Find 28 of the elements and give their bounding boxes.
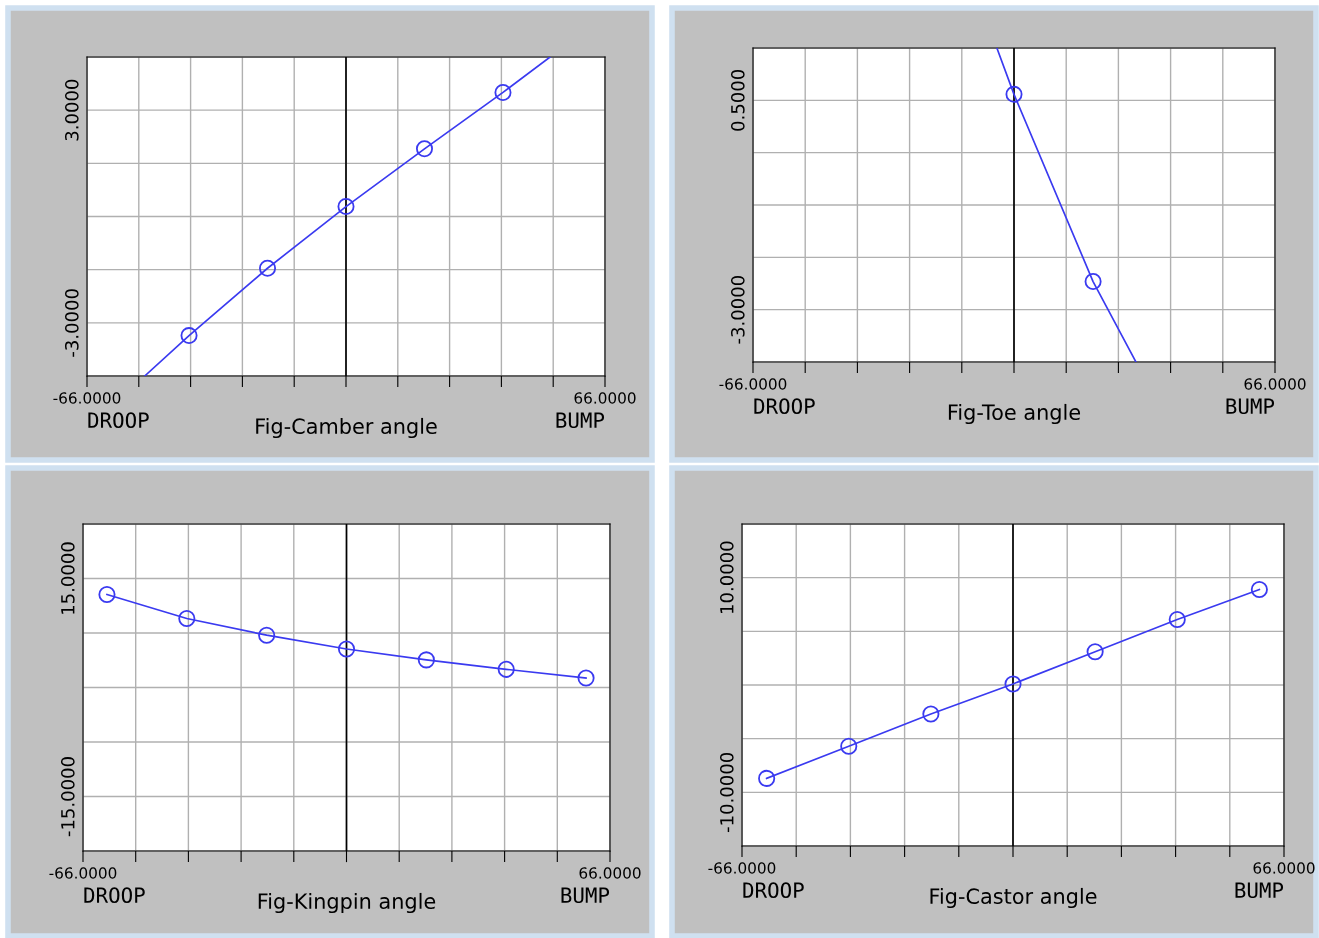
x-tick-label: 66.0000 [574,392,636,404]
y-tick-label: 15.0000 [60,542,75,614]
y-tick-label: -3.0000 [64,289,79,357]
y-tick-label: 0.5000 [730,69,745,131]
y-tick-label: 3.0000 [64,79,79,141]
text: Fig-Toe angle [948,403,1081,425]
text: DROOP [88,412,149,429]
text: Fig-Camber angle [256,417,437,439]
y-tick-label: -15.0000 [60,757,75,837]
y-tick-label: -3.0000 [730,276,745,344]
y-tick-label: 10.0000 [719,541,734,614]
x-tick-label: 66.0000 [1244,378,1306,390]
text: BUMP [1226,398,1275,415]
y-tick-label: -10.0000 [719,752,734,833]
text: Fig-Castor angle [930,887,1097,909]
x-tick-label: -66.0000 [719,378,787,390]
x-tick-label: -66.0000 [49,867,117,879]
text: Fig-Kingpin angle [258,892,436,914]
x-tick-label: -66.0000 [53,392,121,404]
text: DROOP [84,887,145,904]
text: BUMP [556,412,605,429]
text: DROOP [754,398,815,415]
x-tick-label: 66.0000 [579,867,641,879]
x-tick-label: -66.0000 [708,862,776,874]
text: BUMP [1235,882,1284,899]
text: BUMP [561,887,610,904]
x-tick-label: 66.0000 [1253,862,1315,874]
text: DROOP [743,882,804,899]
